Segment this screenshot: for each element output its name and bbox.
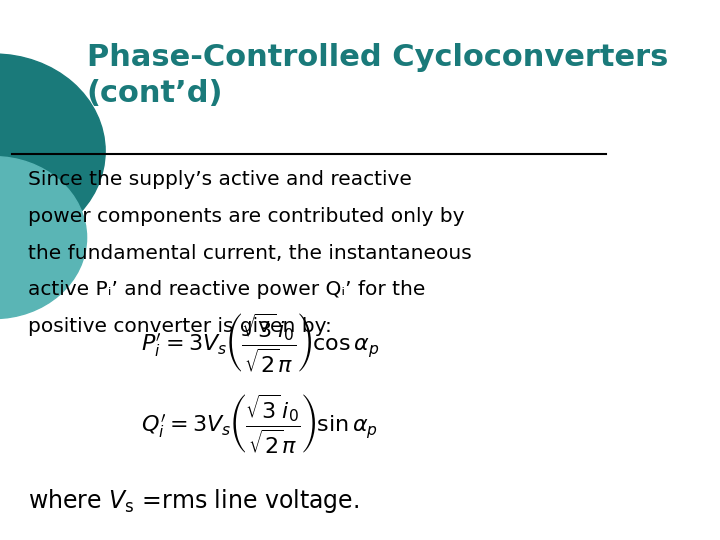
Circle shape <box>0 157 86 319</box>
Text: $P_i^{\prime} = 3V_s \left( \dfrac{\sqrt{3}\, i_0}{\sqrt{2}\pi} \right) \cos\alp: $P_i^{\prime} = 3V_s \left( \dfrac{\sqrt… <box>140 311 379 375</box>
Text: where $V_{\mathregular{s}}$ =rms line voltage.: where $V_{\mathregular{s}}$ =rms line vo… <box>28 487 359 515</box>
Circle shape <box>0 54 105 248</box>
Text: power components are contributed only by: power components are contributed only by <box>28 207 464 226</box>
Text: active Pᵢ’ and reactive power Qᵢ’ for the: active Pᵢ’ and reactive power Qᵢ’ for th… <box>28 280 426 299</box>
Text: positive converter is given by:: positive converter is given by: <box>28 317 332 336</box>
Text: Since the supply’s active and reactive: Since the supply’s active and reactive <box>28 170 412 189</box>
Text: Phase-Controlled Cycloconverters
(cont’d): Phase-Controlled Cycloconverters (cont’d… <box>86 43 668 108</box>
Text: $Q_i^{\prime} = 3V_s \left( \dfrac{\sqrt{3}\, i_0}{\sqrt{2}\pi} \right) \sin\alp: $Q_i^{\prime} = 3V_s \left( \dfrac{\sqrt… <box>141 392 378 456</box>
Text: the fundamental current, the instantaneous: the fundamental current, the instantaneo… <box>28 244 472 262</box>
